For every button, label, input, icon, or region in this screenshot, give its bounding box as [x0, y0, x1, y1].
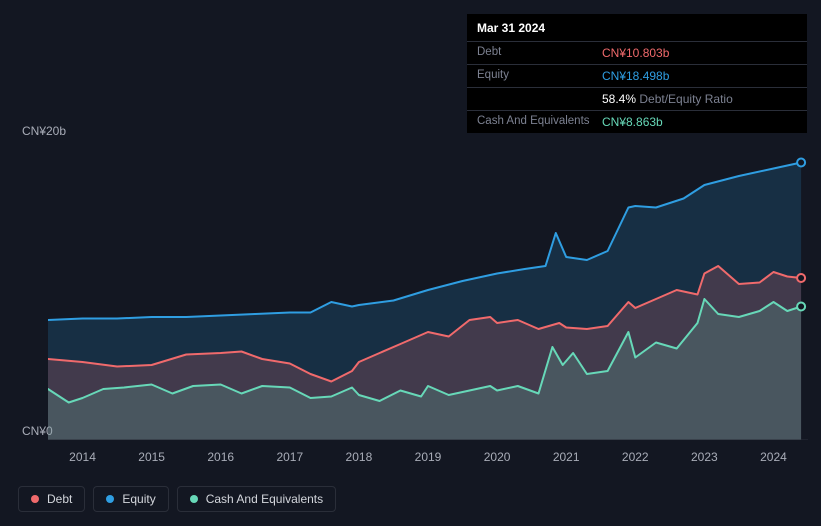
x-axis-tick: 2021	[553, 450, 580, 464]
tooltip-label: Equity	[477, 69, 602, 83]
tooltip-value: CN¥10.803b	[602, 46, 669, 60]
x-axis-tick: 2014	[69, 450, 96, 464]
chart-svg	[48, 140, 808, 440]
legend-item-cash[interactable]: Cash And Equivalents	[177, 486, 336, 512]
x-axis-tick: 2022	[622, 450, 649, 464]
ratio-value: 58.4%	[602, 92, 636, 106]
x-axis-tick: 2018	[346, 450, 373, 464]
x-axis-tick: 2023	[691, 450, 718, 464]
x-axis-tick: 2015	[138, 450, 165, 464]
legend-item-debt[interactable]: Debt	[18, 486, 85, 512]
tooltip-label	[477, 92, 602, 106]
tooltip-row-cash: Cash And Equivalents CN¥8.863b	[467, 111, 807, 133]
tooltip-value: CN¥8.863b	[602, 115, 663, 129]
cash-dot-icon	[190, 495, 198, 503]
debt-dot-icon	[31, 495, 39, 503]
equity-dot-icon	[106, 495, 114, 503]
tooltip-row-debt: Debt CN¥10.803b	[467, 42, 807, 65]
legend-label: Equity	[122, 492, 155, 506]
tooltip-panel: Mar 31 2024 Debt CN¥10.803b Equity CN¥18…	[467, 14, 807, 133]
y-axis-label-max: CN¥20b	[22, 124, 66, 138]
tooltip-date: Mar 31 2024	[467, 14, 807, 42]
tooltip-row-equity: Equity CN¥18.498b	[467, 65, 807, 88]
tooltip-value: 58.4% Debt/Equity Ratio	[602, 92, 733, 106]
legend-label: Cash And Equivalents	[206, 492, 323, 506]
x-axis-tick: 2020	[484, 450, 511, 464]
tooltip-value: CN¥18.498b	[602, 69, 669, 83]
legend: Debt Equity Cash And Equivalents	[18, 486, 336, 512]
x-axis-tick: 2024	[760, 450, 787, 464]
x-axis-tick: 2016	[207, 450, 234, 464]
tooltip-label: Cash And Equivalents	[477, 115, 602, 129]
tooltip-row-ratio: 58.4% Debt/Equity Ratio	[467, 88, 807, 111]
legend-label: Debt	[47, 492, 72, 506]
legend-item-equity[interactable]: Equity	[93, 486, 168, 512]
ratio-label: Debt/Equity Ratio	[639, 92, 732, 106]
chart-plot	[48, 140, 808, 440]
x-axis-tick: 2017	[276, 450, 303, 464]
x-axis-tick: 2019	[415, 450, 442, 464]
tooltip-label: Debt	[477, 46, 602, 60]
